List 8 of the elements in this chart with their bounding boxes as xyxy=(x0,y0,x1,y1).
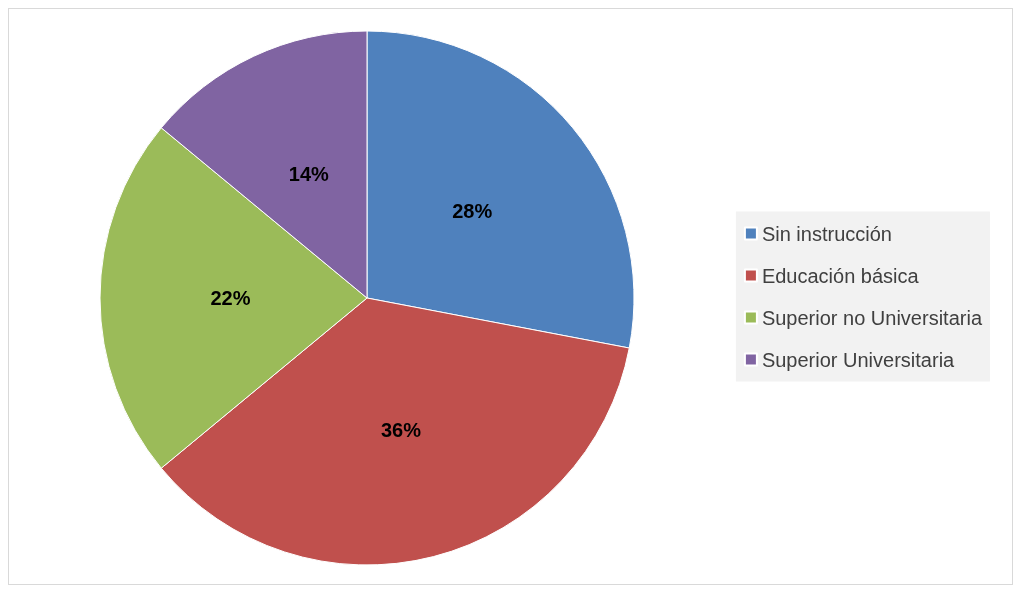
legend-label: Educación básica xyxy=(761,264,920,287)
legend-label: Sin instrucción xyxy=(761,222,892,245)
data-label: 22% xyxy=(210,287,251,309)
legend-label: Superior no Universitaria xyxy=(761,306,983,329)
legend-label: Superior Universitaria xyxy=(761,348,956,371)
data-label: 28% xyxy=(452,199,493,222)
data-label: 36% xyxy=(380,419,422,442)
data-label: 14% xyxy=(288,163,330,186)
